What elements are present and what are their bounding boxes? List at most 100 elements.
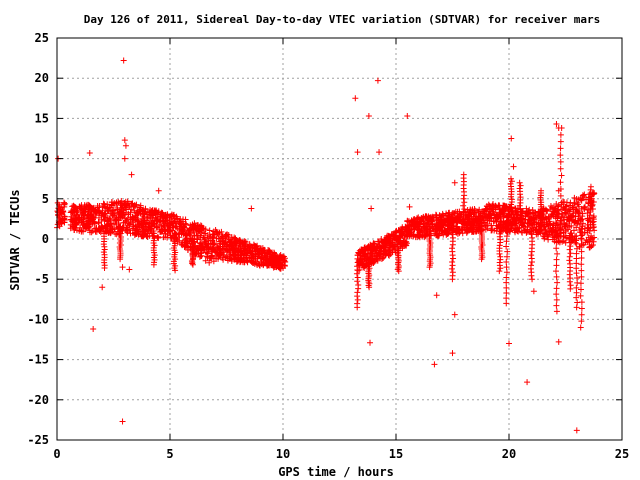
data-point [133,201,140,208]
data-point [573,224,580,231]
data-point [173,216,180,223]
data-point [240,255,247,262]
data-point [352,95,359,102]
data-point [474,219,481,226]
data-point [528,248,535,255]
data-point [210,241,217,248]
data-point [90,206,97,213]
data-point [575,196,582,203]
data-point [207,255,214,262]
data-point [170,220,177,227]
data-point [70,224,77,231]
data-point [433,292,440,299]
data-point [555,338,562,345]
data-point [529,276,536,283]
data-point [510,163,517,170]
data-point [578,318,585,325]
data-point [504,217,511,224]
data-point [555,202,562,209]
data-point [508,201,515,208]
data-point [581,225,588,232]
data-point [263,257,270,264]
data-point [581,206,588,213]
data-point [503,238,510,245]
data-point [251,242,258,249]
data-point [270,249,277,256]
data-point [129,216,136,223]
data-point [374,77,381,84]
data-point [503,300,510,307]
data-point [54,221,61,228]
data-point [160,212,167,219]
data-point [67,216,74,223]
data-point [585,234,592,241]
data-point [558,199,565,206]
data-point [426,264,433,271]
axes: 0 5 10 15 20 25 -25 -20 -15 -10 -5 0 5 10 15 20 25 [27,31,629,461]
data-point [58,220,65,227]
data-point [59,216,66,223]
data-point [449,350,456,357]
data-point [406,203,413,210]
y-tick-label: -10 [27,312,49,326]
y-tick-label: 25 [35,31,49,45]
data-point [497,265,504,272]
data-point [499,211,506,218]
data-point [578,248,585,255]
data-point [78,219,85,226]
data-point [504,253,511,260]
data-point [252,247,259,254]
data-point [503,289,510,296]
data-point [553,245,560,252]
data-point [554,279,561,286]
data-point [508,196,515,203]
data-point [511,218,518,225]
data-point [453,229,460,236]
data-point [547,206,554,213]
data-point [373,244,380,251]
data-point [274,253,281,260]
data-point [122,142,129,149]
data-point [586,196,593,203]
data-point [503,279,510,286]
data-point [573,270,580,277]
data-point [446,220,453,227]
data-point [88,229,95,236]
data-point [101,264,108,271]
data-point [557,131,564,138]
data-point [578,242,585,249]
data-point [485,211,492,218]
data-point [442,227,449,234]
data-point [177,220,184,227]
data-point [497,221,504,228]
y-tick-label: -20 [27,393,49,407]
data-point [454,208,461,215]
grid-lines [57,38,622,440]
data-point [590,214,597,221]
data-point [359,261,366,268]
data-point [574,199,581,206]
data-point [528,272,535,279]
data-point [137,206,144,213]
data-point [377,248,384,255]
data-point [476,223,483,230]
data-point [591,234,598,241]
data-point [198,239,205,246]
data-point [225,232,232,239]
data-point [277,265,284,272]
data-point [183,239,190,246]
data-point [558,213,565,220]
data-point [142,208,149,215]
data-point [587,205,594,212]
data-point [550,227,557,234]
data-point [159,228,166,235]
data-point [490,218,497,225]
data-point [500,224,507,231]
data-point [573,294,580,301]
data-point [119,200,126,207]
data-point [361,250,368,257]
data-point [508,178,515,185]
data-point [428,218,435,225]
data-point [267,259,274,266]
data-point [553,296,560,303]
